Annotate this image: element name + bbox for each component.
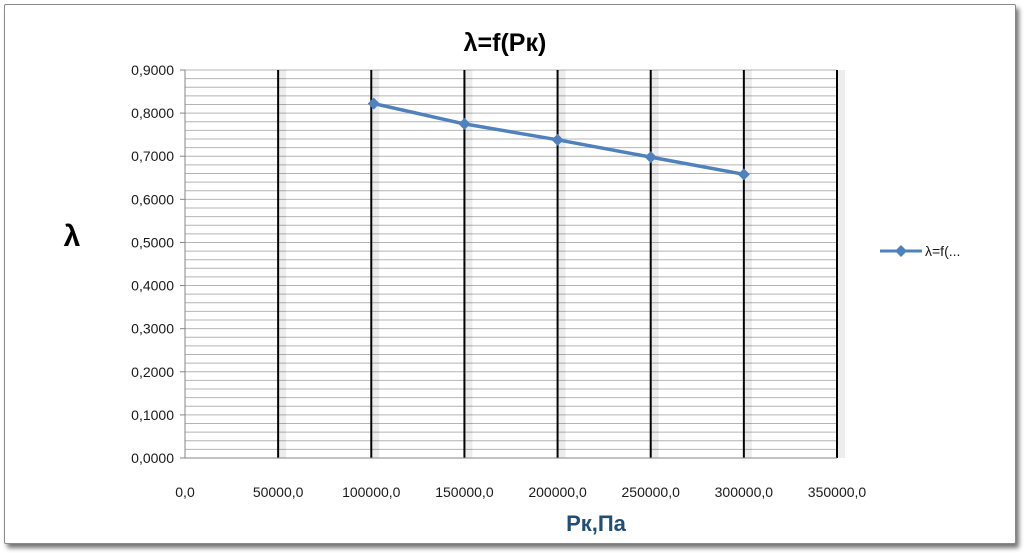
x-gridline-shadow [279, 70, 287, 458]
legend-label: λ=f(... [925, 243, 960, 259]
x-tick-label: 300000,0 [715, 484, 774, 500]
x-tick-label: 200000,0 [528, 484, 587, 500]
x-gridline-shadow [651, 70, 659, 458]
y-tick-label: 0,8000 [131, 105, 174, 121]
x-tick-label: 250000,0 [622, 484, 681, 500]
y-tick-label: 0,3000 [131, 321, 174, 337]
x-gridline-shadow [372, 70, 380, 458]
y-tick-label: 0,7000 [131, 148, 174, 164]
data-point-marker [644, 151, 657, 164]
chart-frame [4, 4, 1016, 544]
x-tick-label: 150000,0 [435, 484, 494, 500]
y-tick-label: 0,2000 [131, 364, 174, 380]
legend: λ=f(... [880, 243, 960, 259]
y-tick-label: 0,4000 [131, 278, 174, 294]
data-point-marker [367, 97, 380, 110]
y-tick-label: 0,0000 [131, 450, 174, 466]
data-point-marker [458, 117, 471, 130]
y-tick-label: 0,1000 [131, 407, 174, 423]
x-gridline-shadow [838, 70, 845, 458]
grid-layer [184, 69, 845, 459]
x-tick-label: 350000,0 [808, 484, 867, 500]
data-point-marker [551, 133, 564, 146]
x-tick-label: 0,0 [175, 484, 195, 500]
x-tick-label: 50000,0 [253, 484, 304, 500]
data-point-marker [737, 168, 750, 181]
y-tick-label: 0,9000 [131, 62, 174, 78]
x-axis-label: Pк,Па [566, 511, 627, 536]
x-tick-label: 100000,0 [342, 484, 401, 500]
x-gridline-shadow [558, 70, 566, 458]
legend-marker [895, 245, 907, 257]
x-gridline-shadow [744, 70, 752, 458]
y-tick-label: 0,5000 [131, 234, 174, 250]
chart-title: λ=f(Pк) [464, 29, 547, 57]
y-tick-label: 0,6000 [131, 191, 174, 207]
y-axis-label: λ [64, 220, 81, 253]
tick-layer: 0,0000 0,1000 0,2000 0,3000 0,4000 0,5000 0,60… [131, 62, 866, 500]
series-layer [367, 97, 750, 181]
x-gridline-shadow [465, 70, 473, 458]
